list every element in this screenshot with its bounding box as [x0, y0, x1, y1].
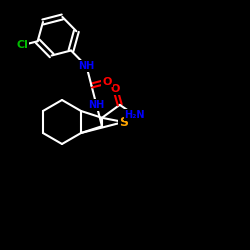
Text: O: O: [111, 84, 120, 94]
Text: Cl: Cl: [16, 40, 28, 50]
Text: NH: NH: [78, 61, 94, 71]
Text: S: S: [119, 116, 128, 128]
Text: O: O: [102, 76, 112, 86]
Text: H₂N: H₂N: [124, 110, 145, 120]
Text: NH: NH: [88, 100, 104, 110]
